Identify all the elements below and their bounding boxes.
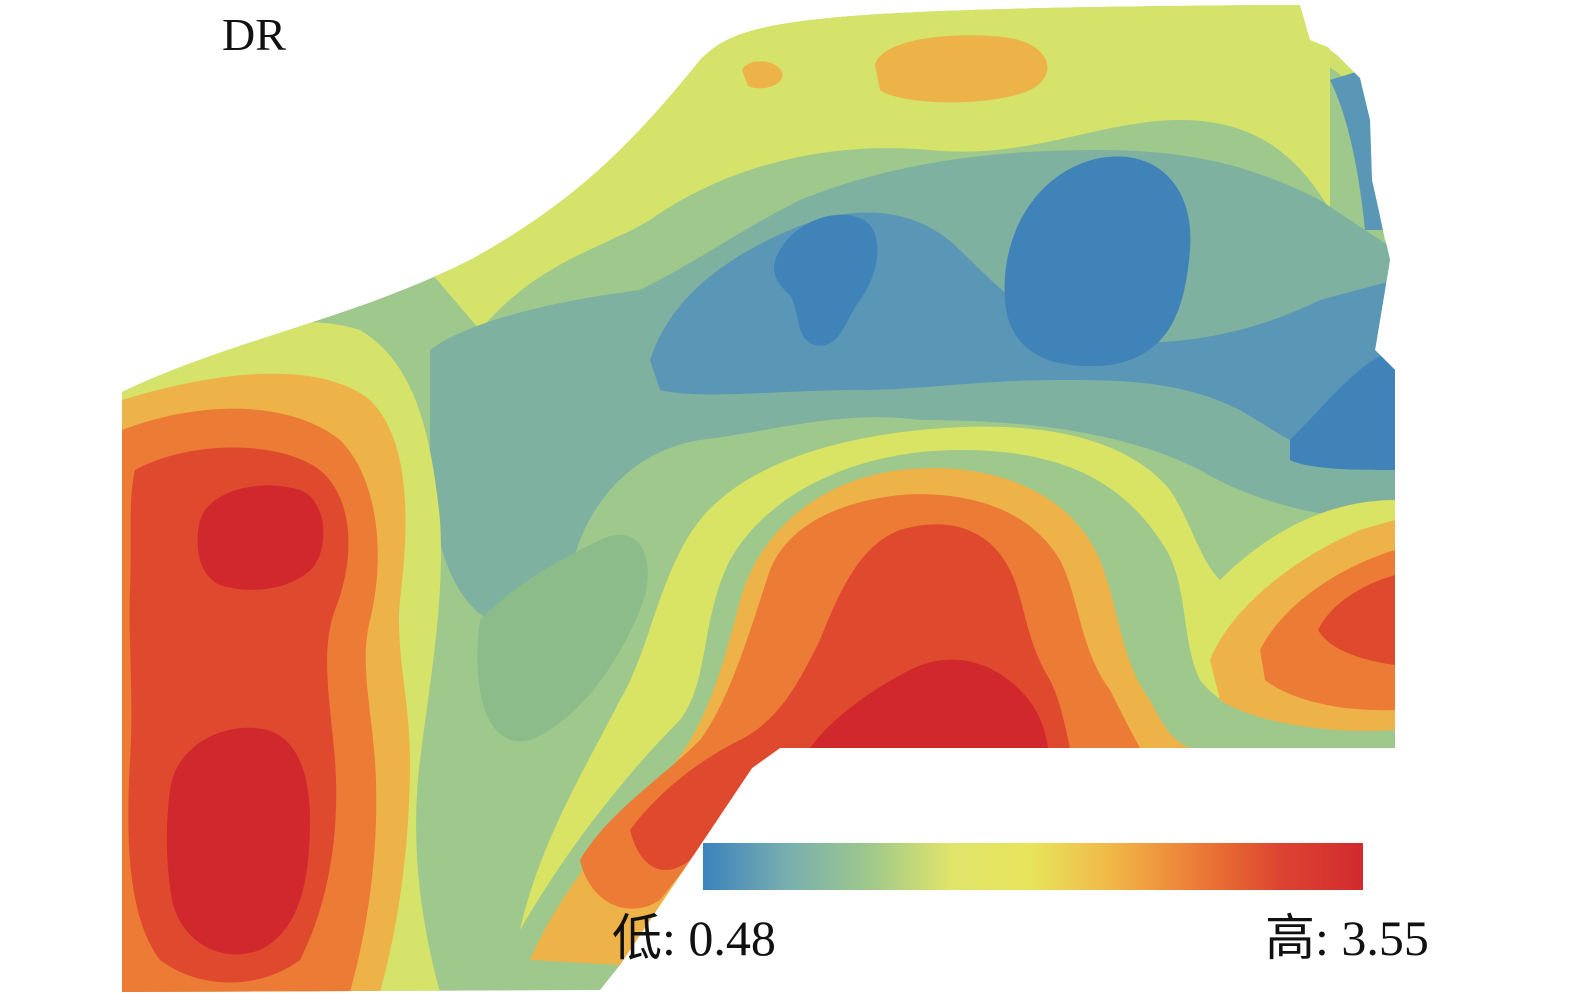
legend-low-label: 低: 0.48 — [612, 910, 776, 966]
zone-blue-core-left — [774, 214, 878, 346]
zone-yellow-lower-mid — [520, 426, 1395, 930]
zone-red-orange-center — [630, 524, 1070, 870]
zone-blue-core-right — [1004, 156, 1191, 367]
zone-red-orange-right — [1318, 575, 1395, 665]
map-title: DR — [222, 9, 286, 60]
legend-color-bar — [703, 843, 1363, 890]
map-boundary-notch — [1300, 0, 1395, 262]
zone-light-orange-top — [875, 35, 1048, 103]
zone-light-orange-top-small — [742, 61, 783, 89]
legend-high-label: 高: 3.55 — [1265, 910, 1429, 966]
zone-blue-core-edge — [1290, 350, 1395, 470]
zone-red-core-left-lower — [166, 727, 310, 955]
zone-teal-lower — [477, 534, 648, 742]
zone-red-core-center — [810, 659, 1048, 748]
zone-red-core-left-upper — [197, 485, 324, 590]
